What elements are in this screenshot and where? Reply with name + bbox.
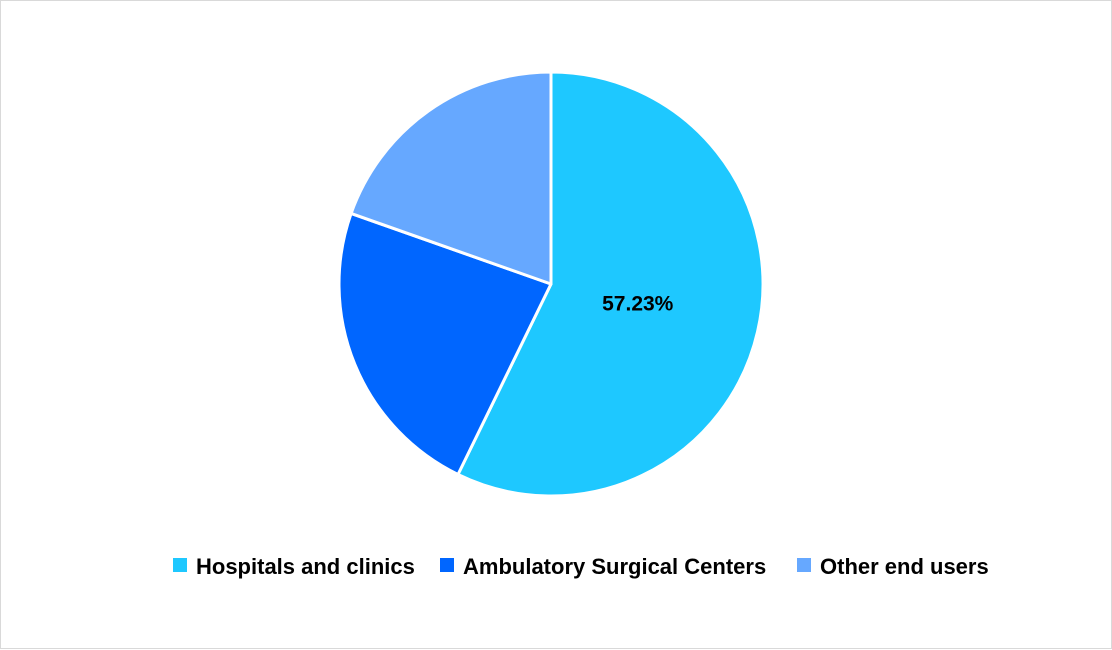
pie-slice-0 xyxy=(456,70,765,498)
pie-data-label-0: 57.23% xyxy=(602,293,674,316)
legend-swatch-2 xyxy=(797,558,811,572)
pie-data-labels: 57.23% xyxy=(602,293,674,316)
legend-label-0: Hospitals and clinics xyxy=(196,554,415,579)
pie-slice-1 xyxy=(337,211,553,476)
legend-swatch-0 xyxy=(173,558,187,572)
pie-slice-2 xyxy=(349,70,553,286)
legend-label-1: Ambulatory Surgical Centers xyxy=(463,554,766,579)
legend-entry-0: Hospitals and clinics xyxy=(173,554,415,579)
legend-label-2: Other end users xyxy=(820,554,989,579)
pie-slices xyxy=(337,70,765,498)
legend: Hospitals and clinics Ambulatory Surgica… xyxy=(173,554,989,579)
legend-entry-1: Ambulatory Surgical Centers xyxy=(440,554,766,579)
legend-entry-2: Other end users xyxy=(797,554,989,579)
legend-swatch-1 xyxy=(440,558,454,572)
